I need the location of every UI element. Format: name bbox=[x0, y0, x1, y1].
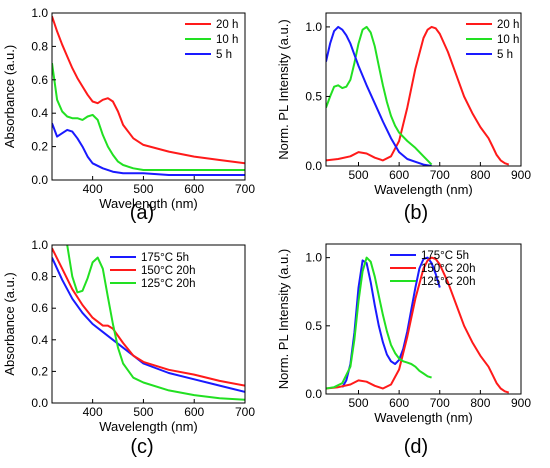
x-tick-label: 700 bbox=[430, 396, 450, 410]
x-axis-label: Wavelength (nm) bbox=[99, 419, 198, 434]
x-tick-label: 400 bbox=[83, 182, 103, 196]
y-tick-label: 0.0 bbox=[31, 396, 48, 410]
y-tick-label: 1.0 bbox=[31, 238, 48, 252]
y-tick-label: 0.5 bbox=[305, 89, 322, 103]
series-line-1-0 bbox=[326, 25, 510, 166]
chart-panel-3: 500 600 700 800 900 0.0 0.5 1.0 Wavelength (nm) N… bbox=[276, 243, 531, 425]
plot-frame bbox=[325, 12, 522, 167]
series-line-1-1 bbox=[326, 25, 433, 166]
y-tick-label: 1.0 bbox=[305, 20, 322, 34]
x-tick-label: 900 bbox=[511, 396, 531, 410]
series-line-3-1 bbox=[326, 256, 510, 394]
legend-label: 10 h bbox=[216, 34, 238, 46]
series-line-0-2 bbox=[52, 122, 245, 176]
legend-label: 5 h bbox=[216, 49, 232, 61]
x-tick-label: 500 bbox=[133, 405, 153, 419]
x-tick-label: 700 bbox=[235, 182, 255, 196]
x-tick-label: 500 bbox=[348, 396, 368, 410]
y-tick-label: 1.0 bbox=[31, 6, 48, 20]
y-tick-label: 0.2 bbox=[31, 364, 48, 378]
y-tick-label: 0.4 bbox=[31, 333, 48, 347]
x-tick-label: 600 bbox=[184, 405, 204, 419]
series-line-0-1 bbox=[52, 62, 245, 171]
x-tick-label: 600 bbox=[184, 182, 204, 196]
series-line-3-2 bbox=[326, 256, 432, 390]
chart-panel-0: 400 500 600 700 0.0 0.2 0.4 0.6 0.8 1.0 Wavelength… bbox=[2, 6, 255, 211]
x-tick-label: 500 bbox=[348, 168, 368, 182]
legend-label: 20 h bbox=[216, 19, 238, 31]
series-line-2-2 bbox=[66, 245, 245, 401]
x-tick-label: 800 bbox=[470, 396, 490, 410]
x-tick-label: 500 bbox=[133, 182, 153, 196]
y-axis-label: Norm. PL Intensity (a.u.) bbox=[276, 19, 291, 159]
y-tick-label: 0.2 bbox=[31, 140, 48, 154]
y-tick-label: 0.0 bbox=[305, 387, 322, 401]
x-tick-label: 700 bbox=[430, 168, 450, 182]
panel-label-d: (d) bbox=[403, 436, 429, 458]
y-tick-label: 1.0 bbox=[305, 251, 322, 265]
legend-label: 125°C 20h bbox=[141, 278, 195, 290]
y-tick-label: 0.6 bbox=[31, 73, 48, 87]
x-axis-label: Wavelength (nm) bbox=[99, 196, 198, 211]
series-line-1-2 bbox=[326, 25, 432, 166]
y-tick-label: 0.6 bbox=[31, 301, 48, 315]
y-tick-label: 0.8 bbox=[31, 270, 48, 284]
x-tick-label: 800 bbox=[470, 168, 490, 182]
y-tick-label: 0.0 bbox=[31, 173, 48, 187]
chart-panel-1: 500 600 700 800 900 0.0 0.5 1.0 Wavelength (nm) N… bbox=[276, 12, 531, 197]
x-tick-label: 600 bbox=[389, 396, 409, 410]
y-tick-label: 0.0 bbox=[305, 159, 322, 173]
x-axis-label: Wavelength (nm) bbox=[374, 182, 473, 197]
x-tick-label: 600 bbox=[389, 168, 409, 182]
plot-frame bbox=[51, 244, 246, 404]
chart-panel-2: 400 500 600 700 0.0 0.2 0.4 0.6 0.8 1.0 Wavelength… bbox=[2, 238, 255, 434]
y-axis-label: Norm. PL Intensity (a.u.) bbox=[276, 249, 291, 389]
panel-label-b: (b) bbox=[403, 202, 429, 224]
y-tick-label: 0.8 bbox=[31, 39, 48, 53]
series-line-0-0 bbox=[52, 15, 245, 165]
legend-label: 150°C 20h bbox=[141, 265, 195, 277]
legend: 20 h 10 h 5 h bbox=[466, 19, 519, 61]
x-tick-label: 900 bbox=[511, 168, 531, 182]
y-axis-label: Absorbance (a.u.) bbox=[2, 45, 17, 148]
panel-label-a: (a) bbox=[129, 202, 155, 224]
series-line-3-0 bbox=[341, 256, 441, 388]
x-tick-label: 700 bbox=[235, 405, 255, 419]
legend-label: 175°C 5h bbox=[141, 252, 189, 264]
legend-label: 150°C 20h bbox=[421, 263, 475, 275]
x-tick-label: 400 bbox=[83, 405, 103, 419]
y-tick-label: 0.4 bbox=[31, 106, 48, 120]
plot-frame bbox=[325, 243, 522, 395]
legend-label: 175°C 5h bbox=[421, 250, 469, 262]
legend: 20 h 10 h 5 h bbox=[185, 19, 238, 61]
y-axis-label: Absorbance (a.u.) bbox=[2, 272, 17, 375]
legend-label: 10 h bbox=[497, 34, 519, 46]
y-tick-label: 0.5 bbox=[305, 319, 322, 333]
legend-label: 125°C 20h bbox=[421, 276, 475, 288]
x-axis-label: Wavelength (nm) bbox=[374, 410, 473, 425]
panel-label-c: (c) bbox=[130, 436, 154, 458]
legend-label: 20 h bbox=[497, 19, 519, 31]
legend-label: 5 h bbox=[497, 49, 513, 61]
plot-frame bbox=[51, 12, 246, 181]
